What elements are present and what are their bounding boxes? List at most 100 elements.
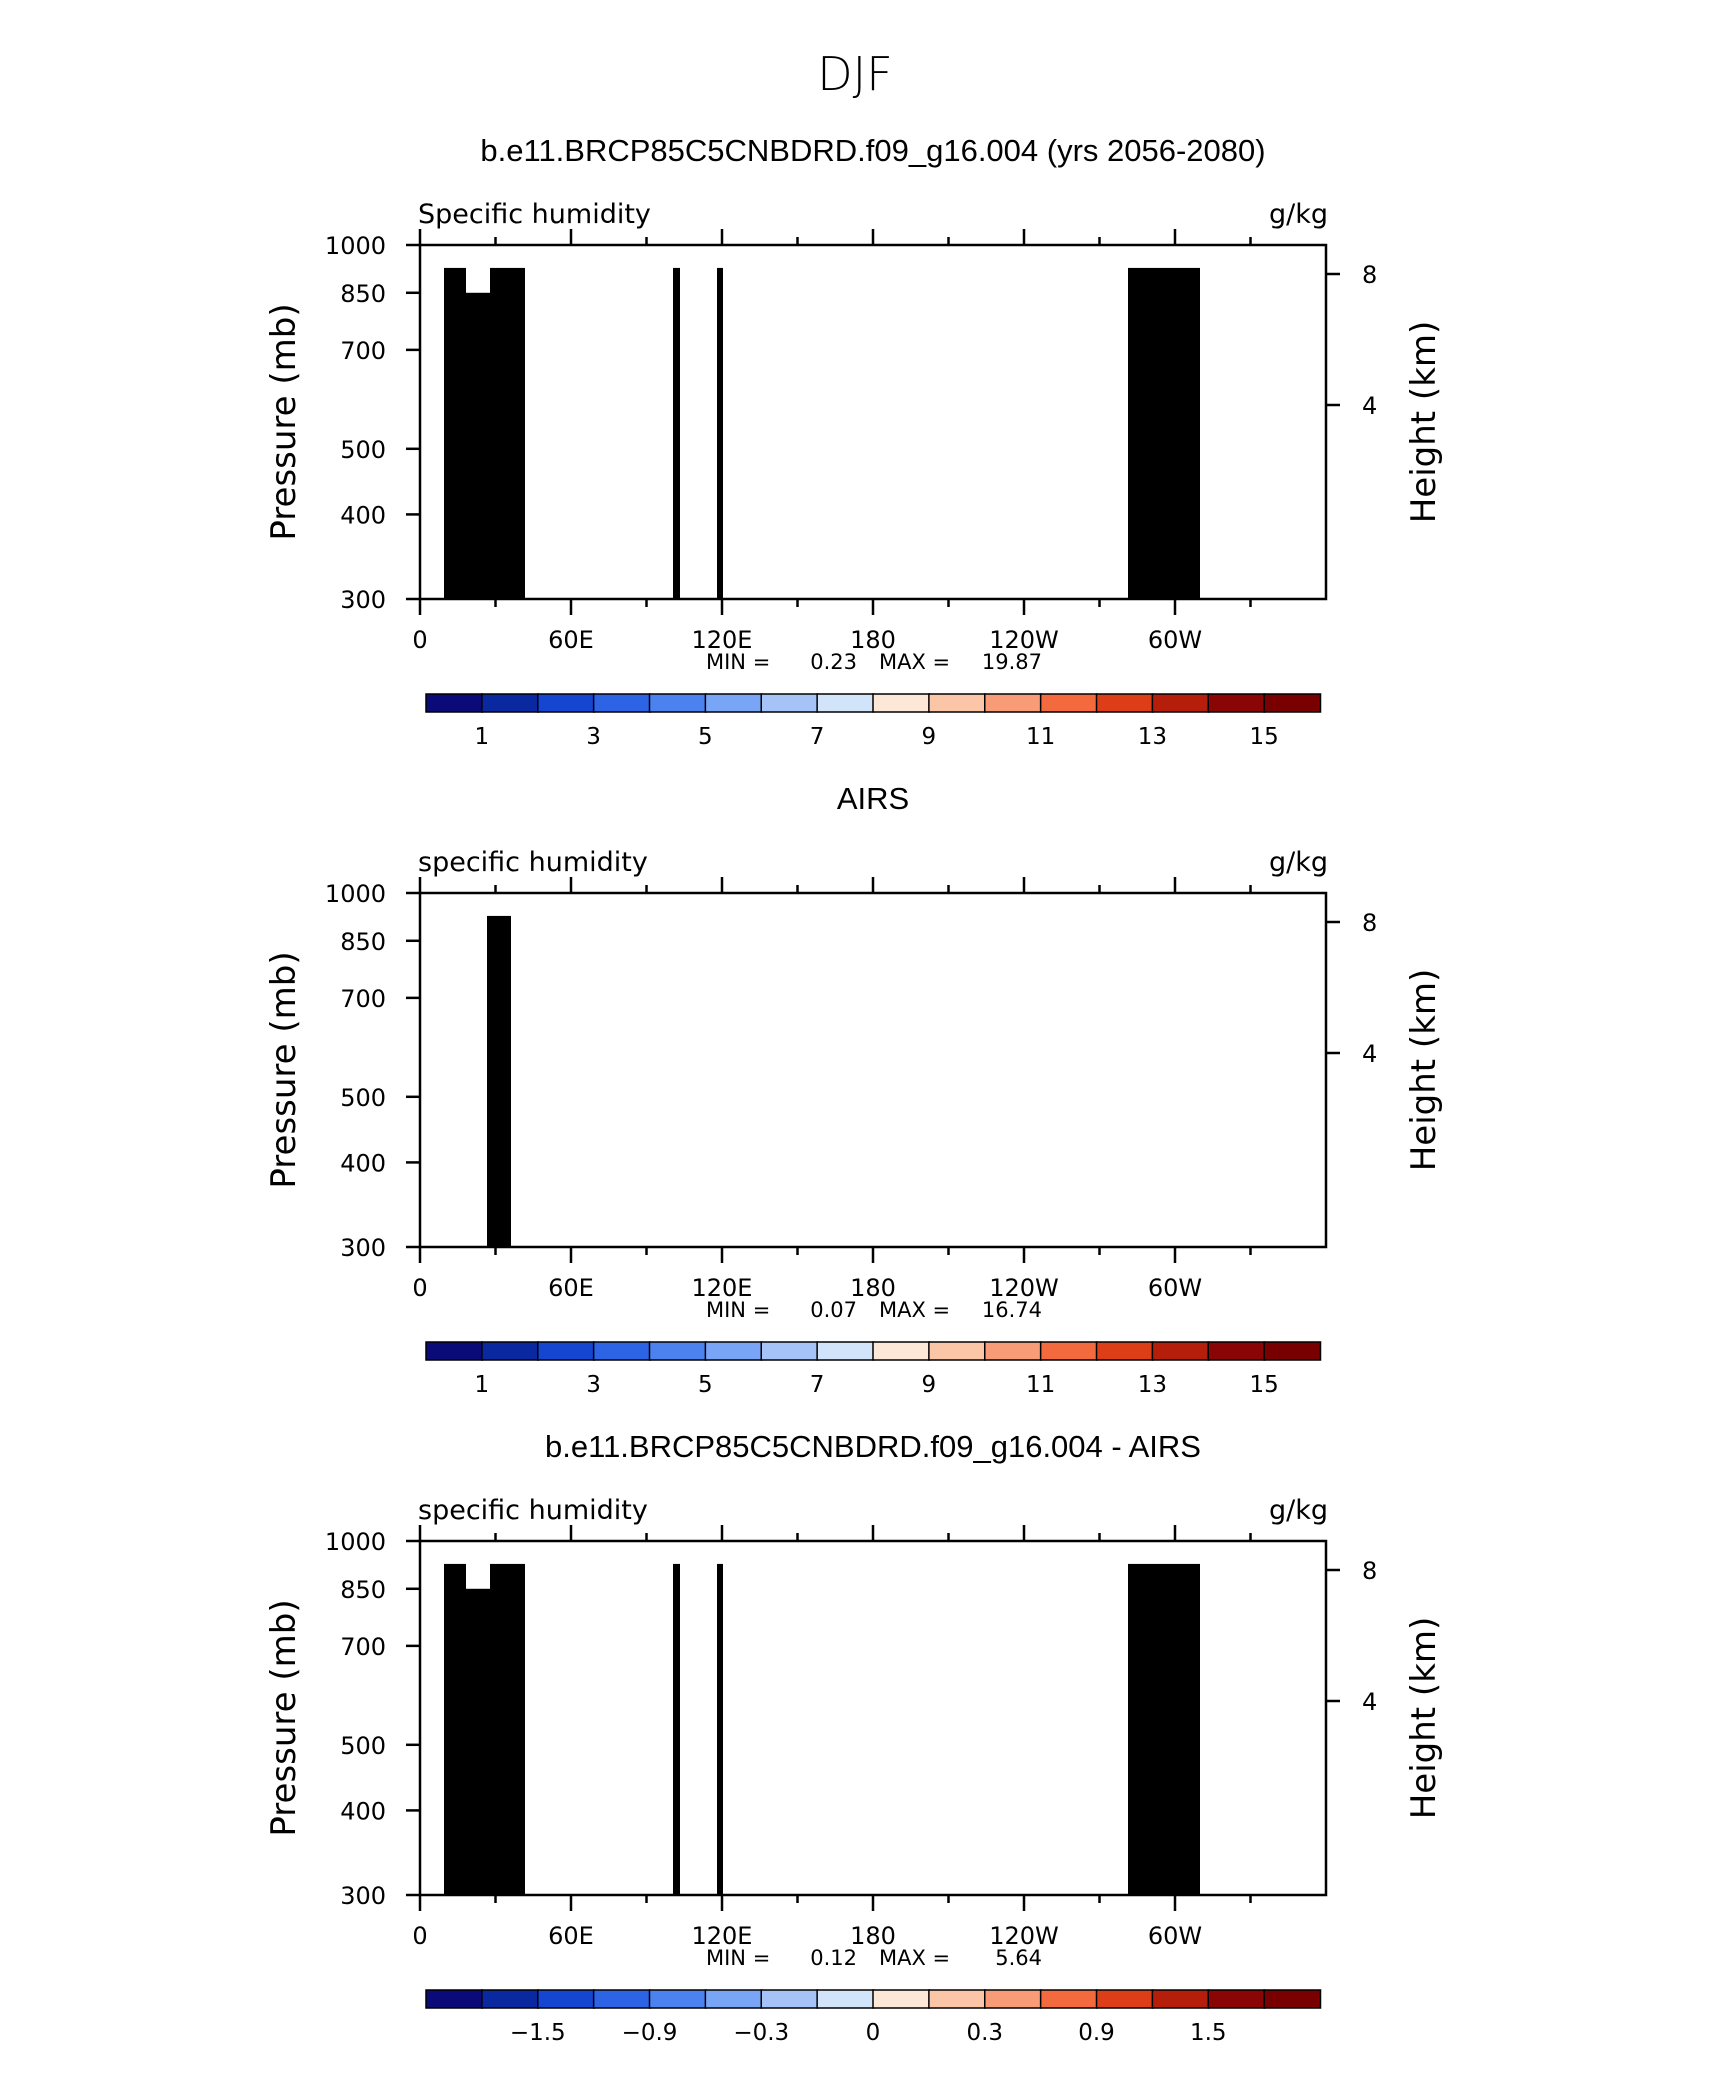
plot-frame (418, 891, 1328, 1249)
y-tick-label: 700 (340, 985, 386, 1013)
colorbar-swatch (481, 1341, 539, 1361)
x-tick-label: 120W (989, 1274, 1059, 1302)
colorbar-swatch (1039, 1989, 1098, 2009)
colorbar-label: 0.3 (966, 2020, 1003, 2046)
variable-label: Specific humidity (418, 199, 651, 230)
max-label: MAX = (879, 1946, 950, 1970)
colorbar-label: 13 (1138, 724, 1167, 750)
colorbar-swatch (872, 1989, 931, 2009)
panel-title: b.e11.BRCP85C5CNBDRD.f09_g16.004 (yrs 20… (480, 133, 1265, 168)
colorbar-label: 1 (475, 1372, 490, 1398)
max-value: 19.87 (982, 650, 1042, 674)
y-tick-label: 300 (340, 1234, 386, 1262)
y-tick-label: 400 (340, 501, 386, 529)
variable-label: specific humidity (418, 1495, 648, 1526)
colorbar-swatch (760, 1341, 819, 1361)
colorbar-swatch (1151, 1341, 1210, 1361)
colorbar-swatch (1039, 1341, 1098, 1361)
colorbar-swatch (1263, 1989, 1322, 2009)
y-tick-label: 400 (340, 1149, 386, 1177)
min-value: 0.07 (810, 1298, 857, 1322)
colorbar-swatch (425, 1341, 484, 1361)
y2-axis-label: Height (km) (1404, 969, 1444, 1172)
panel-3: b.e11.BRCP85C5CNBDRD.f09_g16.004 - AIRS s… (264, 1429, 1444, 2046)
colorbar-swatch (481, 1989, 539, 2009)
colorbar-swatch (816, 693, 875, 713)
colorbar: 1 3 5 7 9 11 13 15 (425, 693, 1322, 750)
colorbar-swatch (816, 1989, 875, 2009)
x-tick-label: 60W (1148, 626, 1202, 654)
colorbar-swatch (481, 693, 539, 713)
colorbar-swatch (1263, 1341, 1322, 1361)
y-tick-label: 700 (340, 337, 386, 365)
y-tick-label: 300 (340, 586, 386, 614)
x-tick-label: 60E (548, 1922, 594, 1950)
colorbar-label: 11 (1026, 724, 1055, 750)
colorbar-swatch (1151, 693, 1210, 713)
colorbar-swatch (704, 1341, 763, 1361)
panel-title: AIRS (837, 781, 909, 816)
min-value: 0.23 (810, 650, 857, 674)
x-tick-label: 0 (412, 626, 427, 654)
topography-mask (444, 1563, 1200, 1895)
y2-axis-label: Height (km) (1404, 1617, 1444, 1820)
colorbar-swatch (1095, 1989, 1154, 2009)
colorbar-label: 7 (810, 724, 825, 750)
colorbar-label: 13 (1138, 1372, 1167, 1398)
y2-tick-label: 4 (1362, 1040, 1377, 1068)
x-tick-label: 180 (850, 1274, 896, 1302)
colorbar-swatch (984, 1341, 1042, 1361)
x-tick-label: 180 (850, 626, 896, 654)
colorbar-label: 15 (1249, 724, 1278, 750)
max-label: MAX = (879, 650, 950, 674)
colorbar-swatch (425, 693, 484, 713)
colorbar-swatch (537, 693, 595, 713)
panel-1: b.e11.BRCP85C5CNBDRD.f09_g16.004 (yrs 20… (264, 133, 1444, 750)
y2-axis-label: Height (km) (1404, 321, 1444, 524)
colorbar: 1 3 5 7 9 11 13 15 (425, 1341, 1322, 1398)
variable-label: specific humidity (418, 847, 648, 878)
x-tick-label: 60W (1148, 1274, 1202, 1302)
min-label: MIN = (706, 1298, 770, 1322)
colorbar-swatch (760, 693, 819, 713)
colorbar-label: −0.9 (622, 2020, 678, 2046)
colorbar-swatch (1039, 693, 1098, 713)
colorbar-label: 3 (586, 724, 601, 750)
colorbar-swatch (1095, 1341, 1154, 1361)
colorbar-swatch (648, 693, 707, 713)
colorbar: −1.5 −0.9 −0.3 0 0.3 0.9 1.5 (425, 1989, 1322, 2046)
colorbar-swatch (1207, 1341, 1266, 1361)
colorbar-swatch (648, 1989, 707, 2009)
colorbar-label: −0.3 (733, 2020, 789, 2046)
y-tick-label: 1000 (325, 880, 386, 908)
y2-tick-label: 8 (1362, 909, 1377, 937)
colorbar-swatch (592, 693, 651, 713)
x-tick-label: 0 (412, 1922, 427, 1950)
max-label: MAX = (879, 1298, 950, 1322)
y-tick-label: 400 (340, 1797, 386, 1825)
colorbar-swatch (537, 1989, 595, 2009)
y-tick-label: 500 (340, 1732, 386, 1760)
y-axis-label: Pressure (mb) (264, 303, 304, 540)
colorbar-swatch (984, 693, 1042, 713)
y-tick-label: 850 (340, 928, 386, 956)
y-tick-label: 300 (340, 1882, 386, 1910)
colorbar-swatch (1095, 693, 1154, 713)
units-label: g/kg (1269, 1495, 1328, 1526)
y-tick-label: 850 (340, 280, 386, 308)
min-label: MIN = (706, 650, 770, 674)
colorbar-swatch (928, 1341, 986, 1361)
colorbar-label: 1.5 (1190, 2020, 1227, 2046)
max-value: 5.64 (995, 1946, 1042, 1970)
topography-mask (487, 915, 511, 1247)
min-label: MIN = (706, 1946, 770, 1970)
y-tick-label: 850 (340, 1576, 386, 1604)
colorbar-swatch (648, 1341, 707, 1361)
figure-title: DJF (817, 47, 892, 101)
colorbar-label: 11 (1026, 1372, 1055, 1398)
y2-tick-label: 8 (1362, 261, 1377, 289)
colorbar-swatch (928, 693, 986, 713)
colorbar-swatch (1151, 1989, 1210, 2009)
colorbar-label: 9 (922, 724, 937, 750)
